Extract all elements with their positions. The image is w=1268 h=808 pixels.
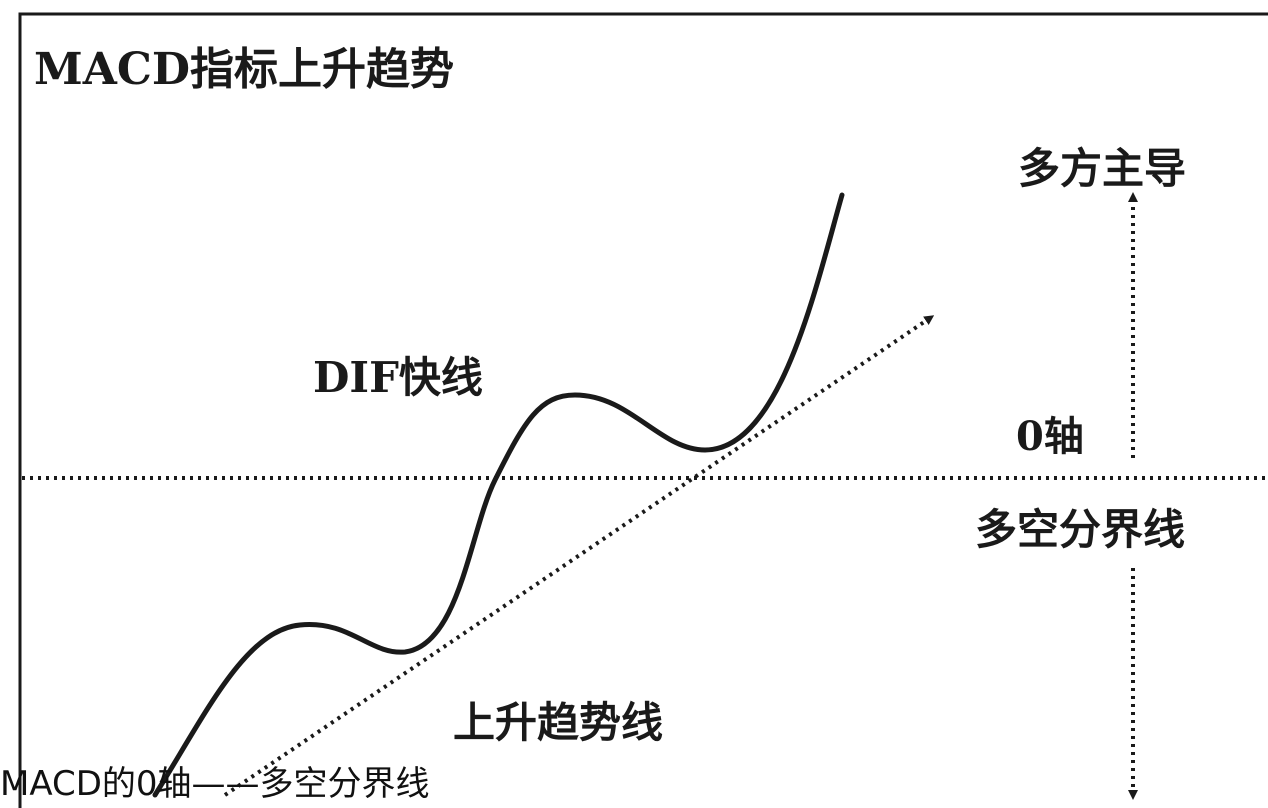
diagram-title: MACD指标上升趋势 [34,44,454,95]
uptrend-line-label: 上升趋势线 [453,698,663,747]
diagram-frame [18,12,1268,808]
dif-line-label: DIF快线 [313,353,483,402]
bulls-dominant-label: 多方主导 [1018,144,1186,193]
zero-axis-label: 0轴 [1016,413,1084,460]
bull-bear-divider-label: 多空分界线 [975,505,1185,554]
uptrend-arrow [223,315,935,797]
image-caption: MACD的0轴——多空分界线 [0,764,430,804]
dif-fast-line-curve [152,192,845,798]
